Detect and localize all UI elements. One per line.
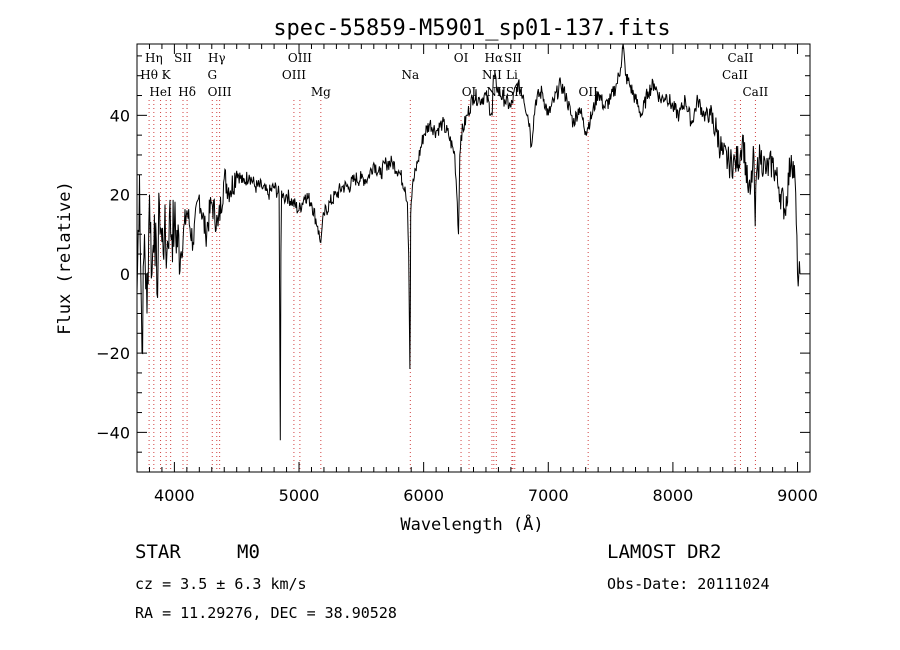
line-label-13: OI	[454, 51, 469, 65]
y-tick-label: −40	[96, 423, 130, 442]
y-tick-label: 20	[110, 186, 130, 205]
line-label-17: NII	[482, 68, 502, 82]
survey-name: LAMOST DR2	[607, 541, 722, 563]
line-label-9: OIII	[288, 51, 312, 65]
line-label-6: Hγ	[208, 51, 226, 65]
y-tick-label: −20	[96, 344, 130, 363]
line-label-5: Hδ	[178, 85, 196, 99]
line-label-4: SII	[174, 51, 192, 65]
line-label-22: CaII	[728, 51, 754, 65]
x-tick-label: 8000	[653, 486, 694, 505]
line-label-23: CaII	[722, 68, 748, 82]
x-tick-label: 9000	[777, 486, 818, 505]
y-tick-label: 40	[110, 106, 130, 125]
line-label-7: G	[207, 68, 217, 82]
line-label-14: OI	[462, 85, 477, 99]
line-label-3: HeI	[149, 85, 172, 99]
series-group	[136, 43, 801, 441]
spectrum-line-0	[136, 43, 801, 441]
subclass: M0	[237, 541, 260, 563]
line-label-8: OIII	[208, 85, 232, 99]
y-axis-label: Flux (relative)	[55, 181, 75, 335]
x-tick-label: 7000	[528, 486, 569, 505]
line-label-19: NII	[486, 85, 506, 99]
chart-title: spec-55859-M5901_sp01-137.fits	[273, 16, 670, 41]
obs-date: Obs-Date: 20111024	[607, 575, 770, 593]
x-tick-label: 6000	[403, 486, 444, 505]
line-label-2: K	[162, 68, 172, 82]
line-label-0: Hη	[145, 51, 163, 65]
line-markers	[148, 100, 756, 472]
x-axis-label: Wavelength (Å)	[400, 513, 543, 535]
axis-ticks: 4000 5000 6000 7000 8000 9000 −40 −20 0 20 40	[96, 44, 818, 505]
line-label-16: SII	[504, 51, 522, 65]
x-tick-label: 4000	[154, 486, 195, 505]
object-class: STAR	[135, 541, 181, 563]
line-label-24: CaII	[742, 85, 768, 99]
line-label-1: Hθ	[140, 68, 158, 82]
line-label-11: Mg	[311, 85, 331, 99]
line-label-10: OIII	[282, 68, 306, 82]
y-tick-label: 0	[120, 265, 130, 284]
coordinates: RA = 11.29276, DEC = 38.90528	[135, 604, 397, 622]
line-label-21: OII	[578, 85, 598, 99]
plot-frame	[136, 43, 811, 473]
redshift-value: cz = 3.5 ± 6.3 km/s	[135, 575, 307, 593]
line-label-18: Li	[506, 68, 518, 82]
line-label-12: Na	[401, 68, 419, 82]
line-label-15: Hα	[485, 51, 504, 65]
x-tick-label: 5000	[279, 486, 320, 505]
